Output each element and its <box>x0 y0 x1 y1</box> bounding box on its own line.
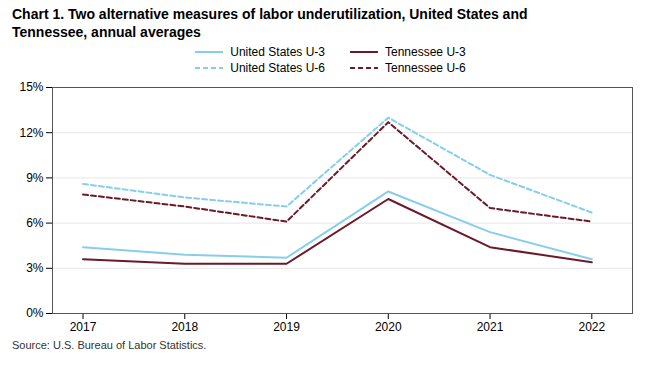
html-text:Chart 1. Two alternative measu: Chart 1. Two alternative measures of lab… <box>12 6 528 40</box>
svg-text:3%: 3% <box>26 261 44 275</box>
svg-text:15%: 15% <box>19 80 43 94</box>
svg-text:2020: 2020 <box>375 320 402 334</box>
svg-text:12%: 12% <box>19 126 43 140</box>
svg-text:2021: 2021 <box>477 320 504 334</box>
svg-text:2017: 2017 <box>70 320 97 334</box>
svg-text:6%: 6% <box>26 216 44 230</box>
html-text:Tennessee U-3: Tennessee U-3 <box>385 45 466 59</box>
html-text:United States U-3: United States U-3 <box>230 45 325 59</box>
html-text:Source: U.S. Bureau of Labor S: Source: U.S. Bureau of Labor Statistics. <box>12 339 207 351</box>
html-text:Tennessee U-6: Tennessee U-6 <box>385 61 466 75</box>
svg-text:2018: 2018 <box>171 320 198 334</box>
svg-text:2022: 2022 <box>578 320 605 334</box>
svg-text:9%: 9% <box>26 171 44 185</box>
svg-text:0%: 0% <box>26 306 44 320</box>
svg-text:2019: 2019 <box>273 320 300 334</box>
html-text:United States U-6: United States U-6 <box>230 61 325 75</box>
